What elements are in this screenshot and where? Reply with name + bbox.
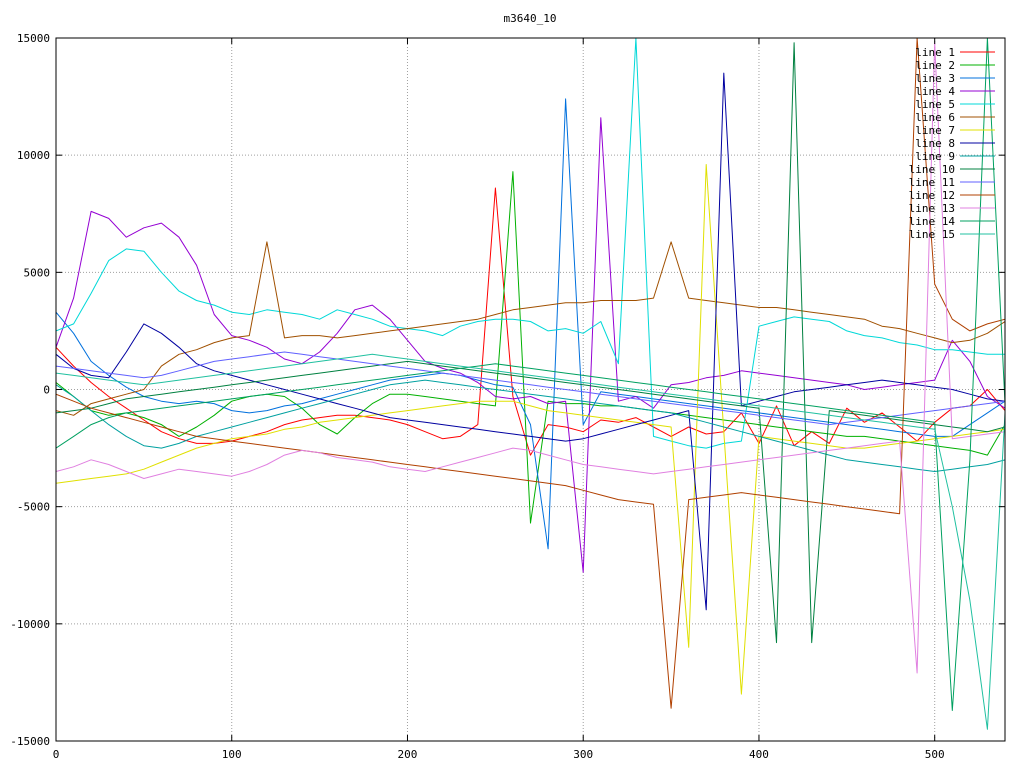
legend-label: line 3	[915, 72, 955, 85]
x-tick-label: 300	[573, 748, 593, 761]
legend-label: line 5	[915, 98, 955, 111]
chart-title: m3640_10	[504, 12, 557, 25]
y-tick-label: -5000	[17, 501, 50, 514]
legend-label: line 4	[915, 85, 955, 98]
legend-label: line 7	[915, 124, 955, 137]
y-tick-label: 10000	[17, 149, 50, 162]
x-tick-label: 500	[925, 748, 945, 761]
series-line-11	[56, 351, 1005, 426]
legend-label: line 11	[909, 176, 955, 189]
y-tick-label: 0	[43, 384, 50, 397]
series-line-9	[56, 379, 1005, 472]
y-tick-label: -15000	[10, 735, 50, 748]
axis-ticks: -15000 -10000 -5000 0 5000 10000 15000 0 100 200 3…	[10, 32, 1005, 761]
y-tick-label: 15000	[17, 32, 50, 45]
legend-label: line 2	[915, 59, 955, 72]
x-tick-label: 100	[222, 748, 242, 761]
series-line-12	[56, 38, 1005, 709]
series-line-5	[56, 38, 1005, 449]
legend-label: line 14	[909, 215, 956, 228]
legend-label: line 12	[909, 189, 955, 202]
legend-label: line 8	[915, 137, 955, 150]
legend-label: line 15	[909, 228, 955, 241]
series-line-6	[56, 241, 1005, 416]
series-line-3	[56, 98, 1005, 550]
series-line-10	[56, 42, 1005, 644]
x-tick-label: 0	[53, 748, 60, 761]
x-tick-label: 200	[398, 748, 418, 761]
grid	[56, 38, 1005, 741]
series-line-8	[56, 72, 1005, 611]
series-line-13	[56, 42, 1005, 674]
series-line-15	[56, 353, 1005, 730]
legend-label: line 13	[909, 202, 955, 215]
x-tick-label: 400	[749, 748, 769, 761]
series-layer	[56, 38, 1005, 730]
y-tick-label: -10000	[10, 618, 50, 631]
series-line-2	[56, 171, 1005, 524]
legend-label: line 1	[915, 46, 955, 59]
legend-label: line 10	[909, 163, 955, 176]
series-line-14	[56, 38, 1005, 711]
legend-label: line 6	[915, 111, 955, 124]
y-tick-label: 5000	[24, 266, 51, 279]
legend-label: line 9	[915, 150, 955, 163]
